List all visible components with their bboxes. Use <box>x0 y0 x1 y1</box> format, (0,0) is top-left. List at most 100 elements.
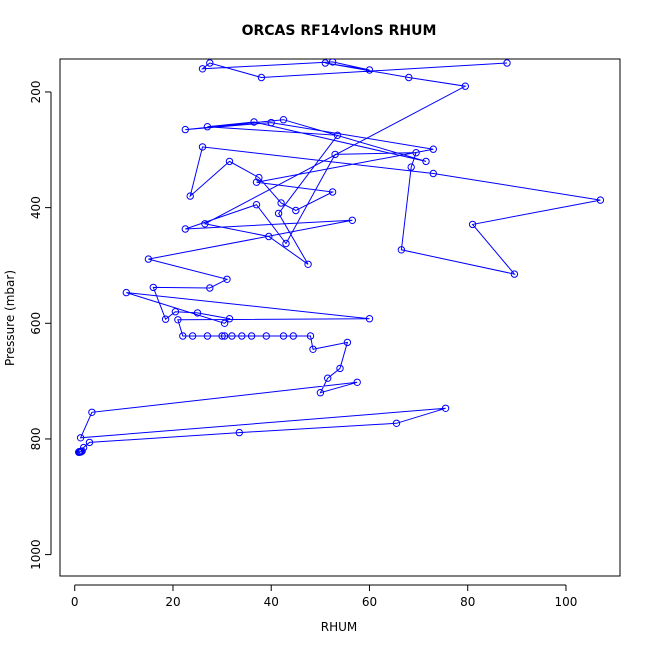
data-point <box>203 332 212 340</box>
data-point <box>257 73 266 82</box>
data-point <box>306 332 315 340</box>
data-point <box>235 428 244 437</box>
data-point <box>186 192 194 200</box>
data-point <box>328 188 337 196</box>
data-point <box>252 201 261 209</box>
data-point <box>328 59 337 66</box>
data-point <box>429 145 437 153</box>
data-point <box>343 338 352 347</box>
data-point <box>79 443 88 452</box>
y-tick-label: 200 <box>29 81 43 104</box>
data-point <box>78 447 86 455</box>
chart-title: ORCAS RF14vlonS RHUM <box>242 23 437 39</box>
data-point <box>422 157 430 166</box>
data-point <box>365 315 374 323</box>
data-point <box>267 118 275 127</box>
x-axis: 0 20 40 60 80 100 <box>71 584 578 609</box>
data-point <box>181 125 190 134</box>
data-point <box>203 123 212 131</box>
data-point <box>122 288 131 297</box>
data-point <box>336 364 344 373</box>
data-point <box>206 59 214 67</box>
data-point <box>188 332 197 340</box>
y-axis-label: Pressure (mbar) <box>3 270 17 366</box>
data-point <box>220 332 229 340</box>
y-tick-label: 600 <box>29 312 43 335</box>
data-point <box>412 149 420 157</box>
data-point <box>262 332 270 340</box>
y-tick-label: 800 <box>29 427 43 450</box>
data-point <box>309 345 317 353</box>
data-point <box>247 332 256 340</box>
data-point <box>223 275 231 283</box>
data-point <box>316 389 325 397</box>
data-point <box>333 131 342 140</box>
data-point <box>225 157 234 166</box>
data-point <box>255 173 263 182</box>
data-point <box>292 206 300 215</box>
x-tick-label: 100 <box>555 595 578 609</box>
series-line <box>78 61 601 453</box>
data-point <box>289 332 297 340</box>
data-point <box>510 270 519 278</box>
data-point <box>144 255 153 263</box>
data-point <box>179 332 187 340</box>
data-point <box>193 309 202 317</box>
data-point <box>225 315 234 323</box>
y-tick-label: 1000 <box>29 539 43 570</box>
data-point <box>468 220 477 229</box>
data-point <box>171 308 180 316</box>
data-point <box>174 316 182 324</box>
x-tick-label: 0 <box>71 595 79 609</box>
data-point <box>304 260 312 268</box>
data-point <box>161 315 170 323</box>
data-point <box>88 408 96 416</box>
y-tick-label: 400 <box>29 196 43 219</box>
x-tick-label: 60 <box>362 595 377 609</box>
data-point <box>198 65 207 73</box>
data-point <box>220 319 229 327</box>
data-point <box>149 283 158 292</box>
data-point <box>274 209 283 218</box>
data-point <box>252 178 261 186</box>
data-point <box>76 434 85 442</box>
data-point <box>321 59 329 67</box>
plot-area <box>59 58 621 577</box>
data-point <box>228 332 236 340</box>
data-point <box>250 118 258 126</box>
data-point <box>279 116 288 124</box>
data-point <box>201 220 209 228</box>
data-point <box>461 82 469 90</box>
x-tick-label: 40 <box>264 595 279 609</box>
data-point <box>282 239 290 248</box>
data-point <box>206 284 214 292</box>
data-point <box>181 225 190 233</box>
data-point <box>429 169 437 178</box>
x-axis-label: RHUM <box>321 620 358 634</box>
data-point <box>392 419 401 427</box>
data-point <box>198 143 207 151</box>
data-point <box>218 332 226 340</box>
y-axis: 200 400 600 800 1000 <box>29 81 52 570</box>
data-point <box>324 374 332 382</box>
x-tick-label: 80 <box>460 595 475 609</box>
data-point <box>397 246 406 254</box>
data-point <box>353 378 361 386</box>
data-point <box>85 438 94 447</box>
data-point <box>277 199 285 207</box>
data-point <box>407 163 415 171</box>
data-point <box>238 332 246 340</box>
x-tick-label: 20 <box>165 595 180 609</box>
data-point <box>596 196 605 204</box>
data-point <box>279 332 288 340</box>
data-point <box>331 150 339 159</box>
data-point <box>503 59 511 67</box>
data-point <box>405 73 413 82</box>
plot-frame <box>59 58 621 577</box>
data-point <box>441 404 450 412</box>
data-marks <box>75 59 605 456</box>
data-point <box>365 66 374 74</box>
data-point <box>265 232 273 241</box>
data-point <box>348 216 356 225</box>
